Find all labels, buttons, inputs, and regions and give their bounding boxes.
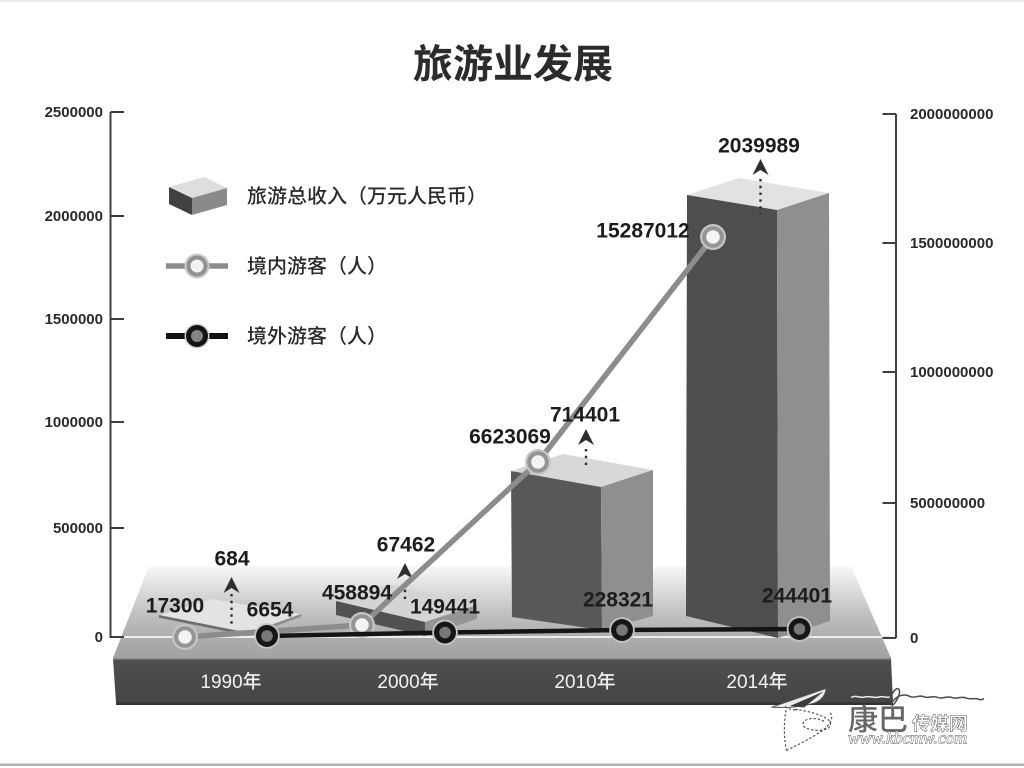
svg-text:500000: 500000 (53, 520, 103, 537)
svg-text:15287012: 15287012 (596, 220, 689, 243)
svg-text:2014: 2014 (726, 672, 769, 693)
svg-text:500000000: 500000000 (910, 495, 985, 512)
svg-text:684: 684 (214, 548, 249, 571)
svg-text:0: 0 (95, 629, 103, 646)
svg-text:149441: 149441 (410, 596, 480, 619)
svg-text:2000000: 2000000 (45, 208, 103, 225)
svg-text:1500000: 1500000 (45, 311, 103, 328)
svg-text:1000000: 1000000 (45, 414, 103, 431)
svg-text:2500000: 2500000 (45, 104, 103, 121)
svg-text:0: 0 (910, 630, 918, 647)
svg-text:1990: 1990 (200, 672, 242, 693)
svg-text:1000000000: 1000000000 (910, 364, 993, 381)
svg-text:6623069: 6623069 (469, 426, 551, 449)
svg-text:244401: 244401 (762, 585, 832, 608)
svg-text:714401: 714401 (550, 404, 620, 427)
svg-text:2000: 2000 (377, 672, 419, 693)
svg-text:6654: 6654 (247, 599, 294, 622)
svg-text:1500000000: 1500000000 (910, 235, 993, 252)
svg-text:2039989: 2039989 (718, 135, 800, 158)
svg-text:228321: 228321 (583, 589, 653, 612)
svg-text:2000000000: 2000000000 (910, 106, 993, 123)
svg-text:67462: 67462 (377, 534, 435, 557)
svg-text:www.kbcmw.com: www.kbcmw.com (848, 729, 967, 748)
svg-text:458894: 458894 (322, 582, 392, 605)
svg-text:17300: 17300 (146, 595, 204, 618)
svg-text:2010: 2010 (554, 672, 596, 693)
